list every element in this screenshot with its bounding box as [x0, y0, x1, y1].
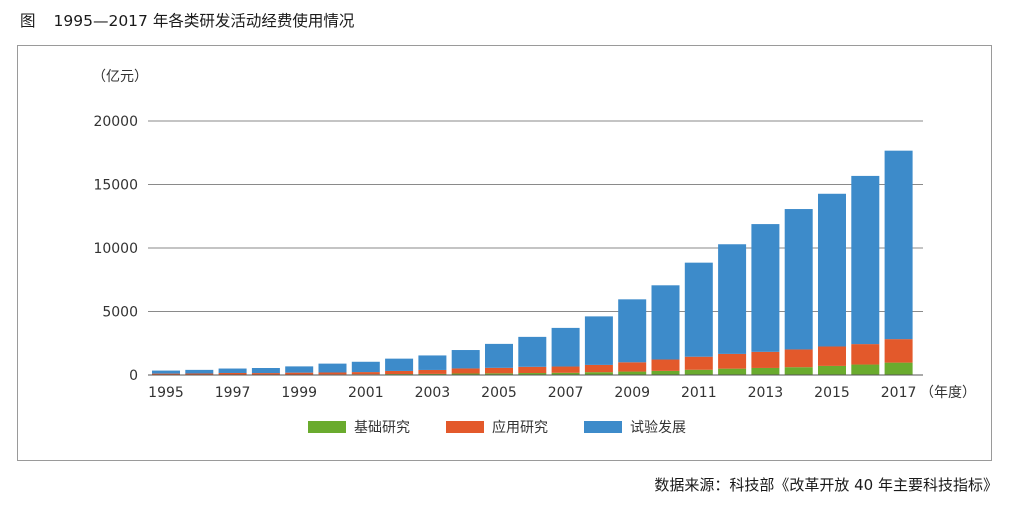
legend: 基础研究 应用研究 试验发展: [308, 419, 686, 436]
x-tick-label: 1999: [281, 385, 317, 401]
bar-segment-1995-series-1: [152, 373, 180, 375]
figure-label: 图: [20, 12, 36, 30]
bar-segment-2004-series-0: [451, 373, 480, 375]
bar-segment-2015-series-2: [818, 193, 846, 347]
bar-segment-1997-series-2: [218, 368, 247, 373]
bar-segment-1999-series-2: [285, 366, 314, 373]
x-tick-label: 2009: [614, 385, 650, 401]
x-tick-label: 2003: [415, 385, 451, 401]
bar-segment-2006-series-1: [518, 366, 547, 374]
bar-segment-2013-series-0: [751, 367, 780, 375]
bar-segment-2000-series-1: [318, 372, 347, 375]
bar-segment-2017-series-1: [884, 339, 913, 363]
bar-segment-1996-series-2: [185, 369, 214, 374]
x-tick-label: 2007: [548, 385, 584, 401]
bar-segment-2009-series-1: [618, 362, 647, 372]
bar-segment-2014-series-0: [784, 367, 813, 375]
x-tick-label: 2015: [814, 385, 850, 401]
bar-segment-2017-series-2: [884, 150, 913, 340]
bar-segment-2001-series-2: [351, 361, 380, 373]
bar-segment-2003-series-1: [418, 369, 447, 374]
bar-segment-2004-series-1: [451, 368, 480, 374]
legend-swatch: [584, 421, 622, 433]
bar-segment-2016-series-2: [851, 175, 880, 345]
legend-swatch: [308, 421, 346, 433]
bar-segment-2017-series-0: [884, 362, 913, 375]
bar-segment-2012-series-1: [718, 353, 747, 369]
x-tick-label: 2001: [348, 385, 384, 401]
bar-segment-2009-series-2: [618, 299, 647, 363]
bar-segment-2015-series-1: [818, 346, 846, 366]
bar-segment-2016-series-0: [851, 364, 880, 375]
x-tick-label: 1995: [148, 385, 184, 401]
y-tick-label: 0: [129, 368, 138, 384]
bar-segment-2006-series-2: [518, 336, 547, 367]
bar-segment-1997-series-1: [218, 372, 247, 375]
bar-segment-2010-series-1: [651, 359, 680, 371]
x-tick-label: 1997: [215, 385, 251, 401]
bar-segment-2002-series-2: [385, 358, 414, 371]
bar-segment-2003-series-0: [418, 373, 447, 375]
bar-segment-2012-series-0: [718, 368, 747, 375]
bar-segment-2001-series-1: [351, 372, 380, 375]
bar-segment-2010-series-0: [651, 370, 680, 375]
bars: [152, 150, 913, 375]
bar-segment-1995-series-2: [152, 370, 180, 374]
bar-segment-2016-series-1: [851, 344, 880, 365]
legend-swatch: [446, 421, 484, 433]
bar-segment-1998-series-1: [251, 373, 280, 375]
bar-segment-2005-series-2: [485, 343, 513, 368]
legend-label: 试验发展: [630, 420, 686, 436]
chart-frame: 0 5000 10000 15000 20000 （亿元） 1995 1997 1999 2001…: [17, 45, 992, 461]
bar-segment-2004-series-2: [451, 350, 480, 369]
figure-title: 1995—2017 年各类研发活动经费使用情况: [53, 12, 355, 30]
bar-segment-2000-series-2: [318, 363, 347, 373]
x-tick-label: 2011: [681, 385, 717, 401]
x-tick-label: 2017: [881, 385, 917, 401]
bar-segment-2002-series-1: [385, 370, 414, 375]
bar-segment-2009-series-0: [618, 371, 647, 375]
bar-segment-2013-series-1: [751, 351, 780, 368]
bar-segment-1998-series-2: [251, 368, 280, 374]
bar-segment-2011-series-0: [684, 369, 713, 375]
bar-segment-2015-series-0: [818, 365, 846, 375]
bar-segment-2005-series-1: [485, 367, 513, 374]
x-tick-label: 2005: [481, 385, 517, 401]
bar-segment-2010-series-2: [651, 285, 680, 360]
bar-segment-2006-series-0: [518, 373, 547, 375]
bar-segment-2008-series-0: [584, 372, 613, 375]
bar-segment-2007-series-0: [551, 372, 580, 375]
bar-segment-2008-series-2: [584, 316, 613, 365]
bar-segment-2014-series-1: [784, 349, 813, 368]
bar-segment-2011-series-2: [684, 262, 713, 357]
bar-segment-2012-series-2: [718, 244, 747, 354]
figure-caption: 图 1995—2017 年各类研发活动经费使用情况: [20, 9, 354, 31]
y-tick-label: 20000: [93, 114, 138, 130]
y-tick-label: 5000: [102, 305, 138, 321]
bar-segment-2007-series-1: [551, 366, 580, 373]
bar-segment-2003-series-2: [418, 355, 447, 370]
bar-segment-2007-series-2: [551, 327, 580, 367]
y-tick-label: 10000: [93, 241, 138, 257]
bar-segment-2005-series-0: [485, 373, 513, 375]
y-axis-unit-label: （亿元）: [92, 69, 148, 85]
legend-label: 应用研究: [492, 419, 548, 436]
stacked-bar-chart: 0 5000 10000 15000 20000 （亿元） 1995 1997 1999 2001…: [92, 69, 976, 436]
x-tick-label: 2013: [748, 385, 784, 401]
bar-segment-2011-series-1: [684, 356, 713, 370]
axes: 0 5000 10000 15000 20000 （亿元） 1995 1997 1999 2001…: [92, 69, 976, 401]
bar-segment-2014-series-2: [784, 209, 813, 350]
bar-segment-1996-series-1: [185, 373, 214, 375]
legend-label: 基础研究: [354, 419, 410, 436]
bar-segment-2008-series-1: [584, 364, 613, 373]
bar-segment-1999-series-1: [285, 372, 314, 375]
y-tick-label: 15000: [93, 178, 138, 194]
x-axis-unit-label: （年度）: [920, 385, 976, 401]
source-note: 数据来源：科技部《改革开放 40 年主要科技指标》: [654, 476, 998, 494]
bar-segment-2013-series-2: [751, 224, 780, 352]
